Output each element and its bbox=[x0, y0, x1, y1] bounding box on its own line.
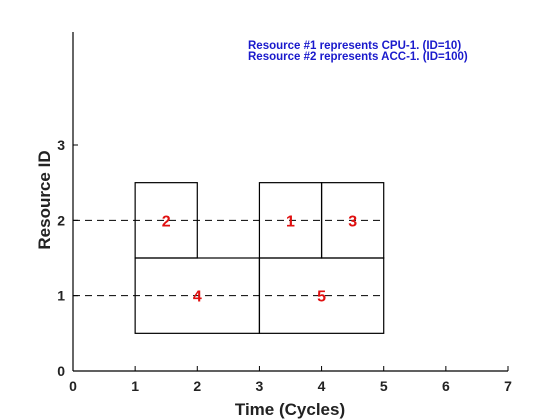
y-axis-label: Resource ID bbox=[35, 150, 54, 249]
x-tick-label-4: 4 bbox=[318, 378, 326, 394]
x-tick-label-1: 1 bbox=[131, 378, 139, 394]
axes-layer bbox=[72, 32, 508, 372]
y-tick-label-3: 3 bbox=[57, 137, 65, 153]
task-box-5 bbox=[258, 257, 385, 334]
task-label-1: 1 bbox=[286, 213, 295, 230]
resource-lines-layer bbox=[73, 219, 384, 297]
y-tick-label-1: 1 bbox=[57, 288, 65, 304]
task-label-5: 5 bbox=[317, 289, 326, 306]
x-axis-label: Time (Cycles) bbox=[235, 400, 345, 419]
task-label-2: 2 bbox=[162, 213, 171, 230]
y-tick-label-0: 0 bbox=[57, 363, 65, 379]
ticks-layer: 0 1 2 3 4 5 6 7 0 1 2 3 bbox=[57, 137, 512, 394]
x-tick-label-0: 0 bbox=[69, 378, 77, 394]
x-tick-label-2: 2 bbox=[193, 378, 201, 394]
annotation-resource-1: Resource #1 represents CPU-1. (ID=10) bbox=[248, 40, 461, 52]
task-label-3: 3 bbox=[348, 213, 357, 230]
x-tick-label-5: 5 bbox=[380, 378, 388, 394]
x-tick-label-6: 6 bbox=[442, 378, 450, 394]
task-label-4: 4 bbox=[193, 289, 202, 306]
y-tick-label-2: 2 bbox=[57, 212, 65, 228]
x-tick-label-7: 7 bbox=[504, 378, 512, 394]
x-tick-label-3: 3 bbox=[256, 378, 264, 394]
annotation-resource-2: Resource #2 represents ACC-1. (ID=100) bbox=[248, 51, 468, 63]
task-boxes-layer: 2 1 3 4 5 bbox=[134, 182, 385, 334]
